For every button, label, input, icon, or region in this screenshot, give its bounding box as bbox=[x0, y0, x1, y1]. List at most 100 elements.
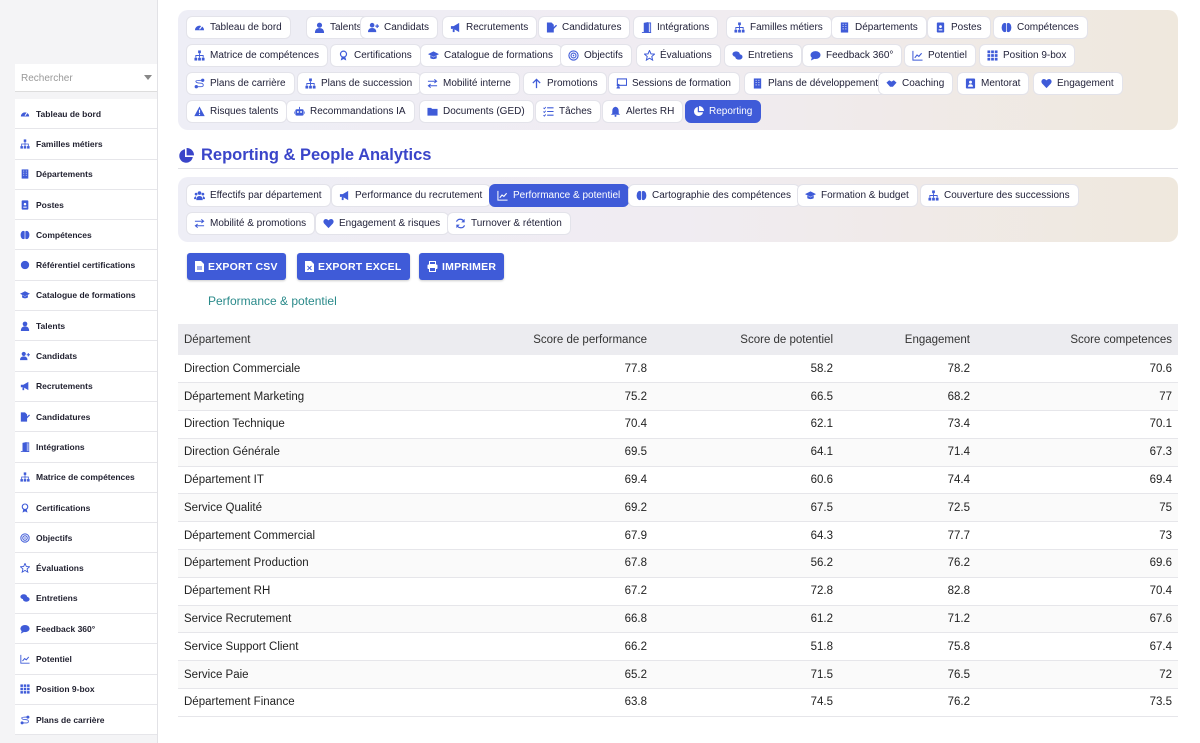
report-tab-label: Engagement & risques bbox=[339, 218, 441, 229]
tab-certifications[interactable]: Certifications bbox=[330, 44, 421, 67]
sidebar-item-objectifs[interactable]: Objectifs bbox=[15, 523, 157, 554]
tab-position-9-box[interactable]: Position 9-box bbox=[979, 44, 1076, 67]
report-tab-engagement-risques[interactable]: Engagement & risques bbox=[315, 212, 450, 235]
sidebar-item-familles-metiers[interactable]: Familles métiers bbox=[15, 129, 157, 160]
tab-risques-talents[interactable]: Risques talents bbox=[186, 100, 288, 123]
tab-objectifs[interactable]: Objectifs bbox=[560, 44, 632, 67]
tab-coaching[interactable]: Coaching bbox=[878, 72, 954, 95]
tab-catalogue-de-formations[interactable]: Catalogue de formations bbox=[420, 44, 562, 67]
sidebar-item-label: Candidatures bbox=[36, 411, 91, 422]
tab-candidatures[interactable]: Candidatures bbox=[538, 16, 631, 39]
page-title: Reporting & People Analytics bbox=[178, 143, 1178, 169]
report-tab-turnover-retention[interactable]: Turnover & rétention bbox=[447, 212, 571, 235]
tab-integrations[interactable]: Intégrations bbox=[633, 16, 719, 39]
tab-potentiel[interactable]: Potentiel bbox=[904, 44, 976, 67]
megaphone-icon bbox=[20, 381, 30, 391]
sidebar-item-recrutements[interactable]: Recrutements bbox=[15, 372, 157, 402]
tab-mobilite-interne[interactable]: Mobilité interne bbox=[419, 72, 520, 95]
table-row: Département RH 67.2 72.8 82.8 70.4 bbox=[178, 577, 1178, 606]
sidebar-item-candidatures[interactable]: Candidatures bbox=[15, 402, 157, 433]
tab-sessions-de-formation[interactable]: Sessions de formation bbox=[608, 72, 740, 95]
tab-talents[interactable]: Talents bbox=[306, 16, 371, 39]
sidebar-item-talents[interactable]: Talents bbox=[15, 311, 157, 342]
score-cell: 77.7 bbox=[839, 521, 976, 551]
column-header-engagement[interactable]: Engagement bbox=[839, 324, 976, 355]
sidebar-search-select[interactable]: Rechercher bbox=[15, 64, 157, 92]
tab-alertes-rh[interactable]: Alertes RH bbox=[602, 100, 684, 123]
award-icon bbox=[20, 502, 30, 513]
sidebar-item-certifications[interactable]: Certifications bbox=[15, 493, 157, 524]
sidebar-item-postes[interactable]: Postes bbox=[15, 190, 157, 221]
top-navigation: Tableau de bord Talents Candidats Recruteme… bbox=[178, 10, 1178, 130]
score-cell: 75.2 bbox=[478, 382, 653, 412]
score-cell: 71.2 bbox=[839, 605, 976, 634]
sidebar-item-referentiel-certifications[interactable]: Référentiel certifications bbox=[15, 250, 157, 281]
column-header-score-de-performance[interactable]: Score de performance bbox=[478, 324, 653, 355]
tab-tableau-de-bord[interactable]: Tableau de bord bbox=[186, 16, 291, 39]
sidebar-item-label: Familles métiers bbox=[36, 138, 103, 149]
table-row: Service Qualité 69.2 67.5 72.5 75 bbox=[178, 493, 1178, 523]
export-csv-button[interactable]: EXPORT CSV bbox=[187, 253, 286, 280]
tab-matrice-de-competences[interactable]: Matrice de compétences bbox=[186, 44, 328, 67]
tab-plans-de-carriere[interactable]: Plans de carrière bbox=[186, 72, 295, 95]
sidebar-item-potentiel[interactable]: Potentiel bbox=[15, 644, 157, 675]
department-cell: Département Production bbox=[178, 549, 478, 578]
comment-icon bbox=[20, 624, 30, 634]
tab-taches[interactable]: Tâches bbox=[535, 100, 601, 123]
sitemap-icon bbox=[734, 22, 745, 33]
sidebar-item-label: Tableau de bord bbox=[36, 108, 102, 119]
sidebar-item-tableau-de-bord[interactable]: Tableau de bord bbox=[15, 99, 157, 130]
tab-recrutements[interactable]: Recrutements bbox=[442, 16, 538, 39]
tab-mentorat[interactable]: Mentorat bbox=[957, 72, 1030, 95]
print-button[interactable]: IMPRIMER bbox=[419, 253, 505, 280]
sidebar-item-matrice-de-competences[interactable]: Matrice de compétences bbox=[15, 463, 157, 493]
exchange-icon bbox=[194, 218, 205, 229]
tab-plans-de-developpement[interactable]: Plans de développement bbox=[744, 72, 888, 95]
tab-competences[interactable]: Compétences bbox=[993, 16, 1088, 39]
sidebar-item-plans-de-carriere[interactable]: Plans de carrière bbox=[15, 705, 157, 736]
sidebar-item-integrations[interactable]: Intégrations bbox=[15, 432, 157, 463]
sidebar-item-feedback-360[interactable]: Feedback 360° bbox=[15, 614, 157, 645]
column-header-score-de-potentiel[interactable]: Score de potentiel bbox=[653, 324, 839, 355]
sidebar-item-departements[interactable]: Départements bbox=[15, 160, 157, 190]
sidebar-item-position-9-box[interactable]: Position 9-box bbox=[15, 675, 157, 705]
report-tab-label: Mobilité & promotions bbox=[210, 218, 307, 229]
tab-engagement[interactable]: Engagement bbox=[1033, 72, 1123, 95]
tab-entretiens[interactable]: Entretiens bbox=[724, 44, 803, 67]
column-header-score-competences[interactable]: Score competences bbox=[976, 324, 1178, 355]
tab-plans-de-succession[interactable]: Plans de succession bbox=[297, 72, 422, 95]
report-tab-formation-budget[interactable]: Formation & budget bbox=[797, 184, 918, 207]
tab-reporting[interactable]: Reporting bbox=[685, 100, 762, 123]
tab-evaluations[interactable]: Évaluations bbox=[636, 44, 721, 67]
chevron-down-icon[interactable] bbox=[144, 75, 152, 80]
print-label: IMPRIMER bbox=[442, 260, 497, 273]
print-icon bbox=[427, 261, 438, 272]
tab-documents-ged[interactable]: Documents (GED) bbox=[419, 100, 534, 123]
award-icon bbox=[338, 50, 349, 61]
report-tab-effectifs-par-departement[interactable]: Effectifs par département bbox=[186, 184, 331, 207]
export-excel-button[interactable]: EXPORT EXCEL bbox=[297, 253, 410, 280]
tab-label: Recrutements bbox=[466, 22, 529, 33]
sidebar-item-candidats[interactable]: Candidats bbox=[15, 341, 157, 372]
sidebar-item-competences[interactable]: Compétences bbox=[15, 220, 157, 251]
tab-candidats[interactable]: Candidats bbox=[360, 16, 439, 39]
tab-departements[interactable]: Départements bbox=[831, 16, 927, 39]
sidebar-item-catalogue-de-formations[interactable]: Catalogue de formations bbox=[15, 281, 157, 312]
tab-familles-metiers[interactable]: Familles métiers bbox=[726, 16, 832, 39]
tab-promotions[interactable]: Promotions bbox=[523, 72, 607, 95]
tab-recommandations-ia[interactable]: Recommandations IA bbox=[286, 100, 415, 123]
report-tab-mobilite-promotions[interactable]: Mobilité & promotions bbox=[186, 212, 316, 235]
score-cell: 64.3 bbox=[653, 521, 839, 551]
column-header-departement[interactable]: Département bbox=[178, 324, 478, 355]
export-csv-label: EXPORT CSV bbox=[208, 260, 278, 273]
report-tab-cartographie-des-competences[interactable]: Cartographie des compétences bbox=[628, 184, 800, 207]
tab-postes[interactable]: Postes bbox=[927, 16, 991, 39]
sidebar-item-evaluations[interactable]: Évaluations bbox=[15, 553, 157, 584]
tab-label: Talents bbox=[330, 22, 362, 33]
report-tab-couverture-des-successions[interactable]: Couverture des successions bbox=[920, 184, 1079, 207]
report-tab-performance-potentiel[interactable]: Performance & potentiel bbox=[489, 184, 630, 207]
tab-label: Candidatures bbox=[562, 22, 622, 33]
sidebar-item-entretiens[interactable]: Entretiens bbox=[15, 584, 157, 615]
report-tab-performance-du-recrutement[interactable]: Performance du recrutement bbox=[331, 184, 492, 207]
tab-feedback-360[interactable]: Feedback 360° bbox=[802, 44, 903, 67]
